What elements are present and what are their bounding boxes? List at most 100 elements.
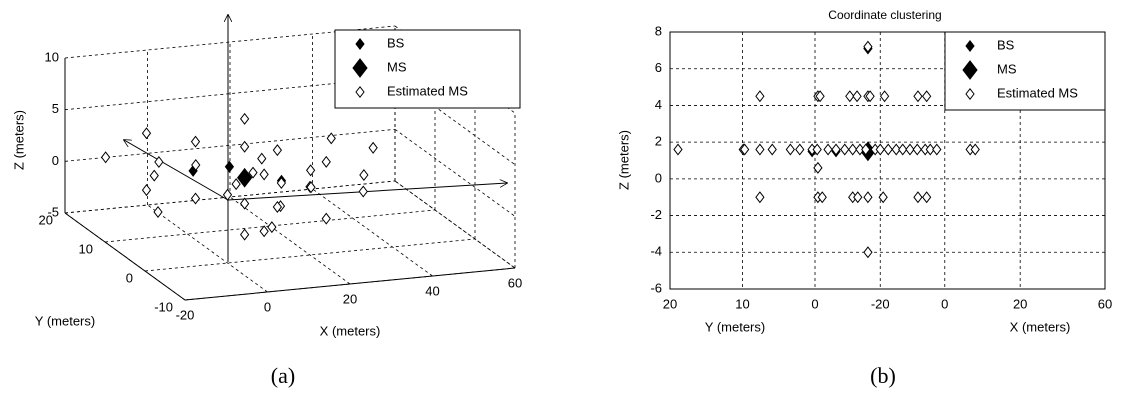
point: [891, 143, 901, 156]
point: [740, 143, 750, 156]
point: [863, 191, 873, 204]
point: [141, 127, 152, 140]
z-tick-label: -5: [47, 204, 59, 219]
point: [879, 90, 890, 103]
legend-marker: [962, 60, 978, 80]
point: [970, 143, 980, 156]
x-tick-label: 60: [508, 275, 522, 290]
z-tick-label: 5: [52, 101, 59, 116]
x-tick-label: 0: [941, 296, 948, 311]
point: [305, 164, 316, 177]
point: [905, 143, 915, 156]
grid-line: [104, 209, 436, 243]
caption: (a): [271, 363, 295, 388]
point: [913, 191, 923, 204]
point: [898, 143, 908, 156]
y-tick-label: 4: [655, 97, 662, 112]
z-axis-label: Z (meters): [11, 110, 26, 170]
point: [239, 112, 250, 125]
point: [272, 200, 283, 213]
grid-line: [147, 204, 268, 293]
point: [224, 160, 235, 173]
point: [222, 188, 233, 201]
legend-label: BS: [997, 37, 1015, 52]
grid-line: [394, 129, 516, 217]
x-axis-label: X (meters): [1010, 319, 1071, 334]
point: [368, 141, 378, 154]
point: [359, 168, 369, 182]
y-tick-label: 2: [655, 134, 662, 149]
y-tick-label: 10: [79, 241, 93, 256]
y-tick-label: -2: [650, 207, 662, 222]
point: [875, 143, 885, 156]
z-tick-label: 10: [45, 49, 59, 64]
point: [239, 140, 250, 153]
chart-title: Coordinate clustering: [828, 8, 941, 22]
z-tick-label: 0: [52, 153, 59, 168]
point: [813, 161, 823, 174]
x-tick-label: 60: [1098, 296, 1112, 311]
point: [248, 166, 258, 179]
point: [812, 143, 822, 156]
point: [861, 143, 871, 156]
point: [267, 221, 277, 234]
point: [141, 184, 152, 197]
point: [863, 246, 873, 259]
point: [100, 151, 111, 164]
arrow: [124, 140, 229, 201]
point: [755, 191, 765, 204]
y-tick-label: 6: [655, 60, 662, 75]
x-tick-label: 20: [343, 291, 357, 306]
y-tick-label: 0: [126, 270, 133, 285]
point: [276, 176, 287, 190]
x-tick-label: 40: [425, 283, 439, 298]
x-axis-label: Y (meters): [705, 319, 765, 334]
point: [239, 197, 250, 210]
point: [817, 191, 827, 204]
legend-label: MS: [997, 61, 1017, 76]
point: [190, 135, 201, 148]
x-tick-label: 10: [735, 296, 749, 311]
point: [853, 191, 863, 204]
point: [840, 143, 850, 156]
legend-marker: [352, 58, 368, 78]
point: [239, 228, 250, 241]
point: [321, 212, 331, 225]
grid-line: [64, 128, 396, 162]
point: [865, 90, 875, 103]
y-tick-label: 8: [655, 23, 662, 38]
point: [358, 185, 368, 198]
point: [306, 181, 316, 194]
point: [259, 225, 269, 238]
point: [831, 143, 841, 156]
x-axis-label: X (meters): [320, 323, 381, 338]
y-tick-label: -10: [154, 299, 173, 314]
grid-line: [394, 180, 516, 269]
point: [932, 143, 942, 156]
point: [848, 143, 858, 156]
point: [815, 90, 825, 103]
legend-label: Estimated MS: [387, 83, 468, 98]
point: [913, 90, 923, 103]
y-axis-label: Z (meters): [616, 130, 631, 190]
grid-line: [144, 238, 476, 272]
legend-label: Estimated MS: [997, 85, 1078, 100]
y-tick-label: -6: [650, 280, 662, 295]
y-tick-label: 0: [655, 170, 662, 185]
grid-line: [229, 196, 351, 285]
point: [231, 178, 241, 191]
point: [912, 143, 922, 156]
grid-line: [64, 180, 396, 214]
point: [272, 144, 283, 157]
x-tick-label: 0: [811, 296, 818, 311]
point: [326, 132, 336, 145]
legend-marker: [965, 39, 975, 53]
point: [257, 152, 267, 165]
y-tick-label: 20: [39, 212, 53, 227]
legend-marker: [355, 85, 365, 99]
point: [823, 143, 833, 156]
point: [785, 143, 795, 156]
legend-box: [334, 29, 521, 109]
axis-line: [64, 212, 186, 301]
